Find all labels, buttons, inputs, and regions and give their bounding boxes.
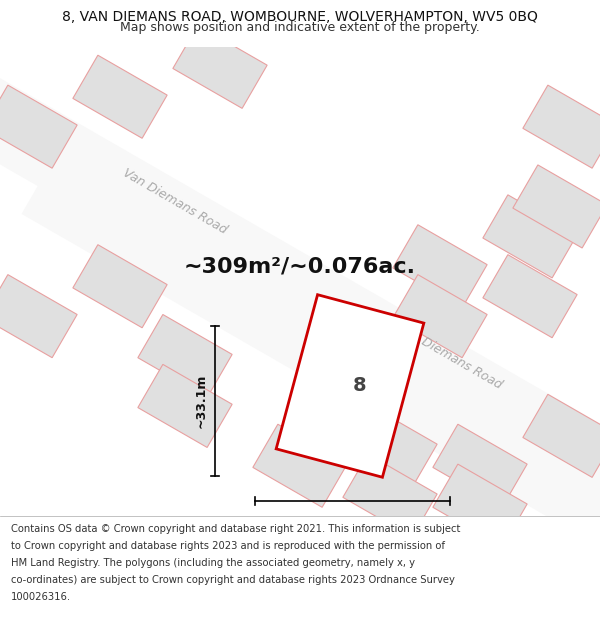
Polygon shape [0,274,77,358]
Polygon shape [433,424,527,508]
Polygon shape [173,25,267,108]
Text: co-ordinates) are subject to Crown copyright and database rights 2023 Ordnance S: co-ordinates) are subject to Crown copyr… [11,575,455,585]
Polygon shape [138,364,232,448]
Polygon shape [523,394,600,478]
Text: HM Land Registry. The polygons (including the associated geometry, namely x, y: HM Land Registry. The polygons (includin… [11,558,415,568]
Polygon shape [22,149,600,625]
Polygon shape [513,165,600,248]
Polygon shape [343,404,437,488]
Polygon shape [276,295,424,478]
Text: ~33.1m: ~33.1m [194,374,208,428]
Polygon shape [73,55,167,138]
Text: ~309m²/~0.076ac.: ~309m²/~0.076ac. [184,256,416,276]
Text: 8: 8 [353,376,367,396]
Polygon shape [483,254,577,338]
Text: 8, VAN DIEMANS ROAD, WOMBOURNE, WOLVERHAMPTON, WV5 0BQ: 8, VAN DIEMANS ROAD, WOMBOURNE, WOLVERHA… [62,10,538,24]
Text: to Crown copyright and database rights 2023 and is reproduced with the permissio: to Crown copyright and database rights 2… [11,541,445,551]
Polygon shape [73,245,167,328]
Text: Van Diemans Road: Van Diemans Road [121,166,229,237]
Text: ~23.0m: ~23.0m [325,519,380,532]
Polygon shape [253,424,347,508]
Polygon shape [0,0,600,493]
Polygon shape [138,314,232,398]
Polygon shape [433,464,527,548]
Polygon shape [483,195,577,278]
Text: Van Diemans Road: Van Diemans Road [395,321,505,391]
Text: 100026316.: 100026316. [11,592,71,602]
Polygon shape [0,85,77,168]
Polygon shape [523,85,600,168]
Polygon shape [393,274,487,358]
Polygon shape [393,225,487,308]
Polygon shape [343,454,437,538]
Text: Map shows position and indicative extent of the property.: Map shows position and indicative extent… [120,21,480,34]
Text: Contains OS data © Crown copyright and database right 2021. This information is : Contains OS data © Crown copyright and d… [11,524,460,534]
